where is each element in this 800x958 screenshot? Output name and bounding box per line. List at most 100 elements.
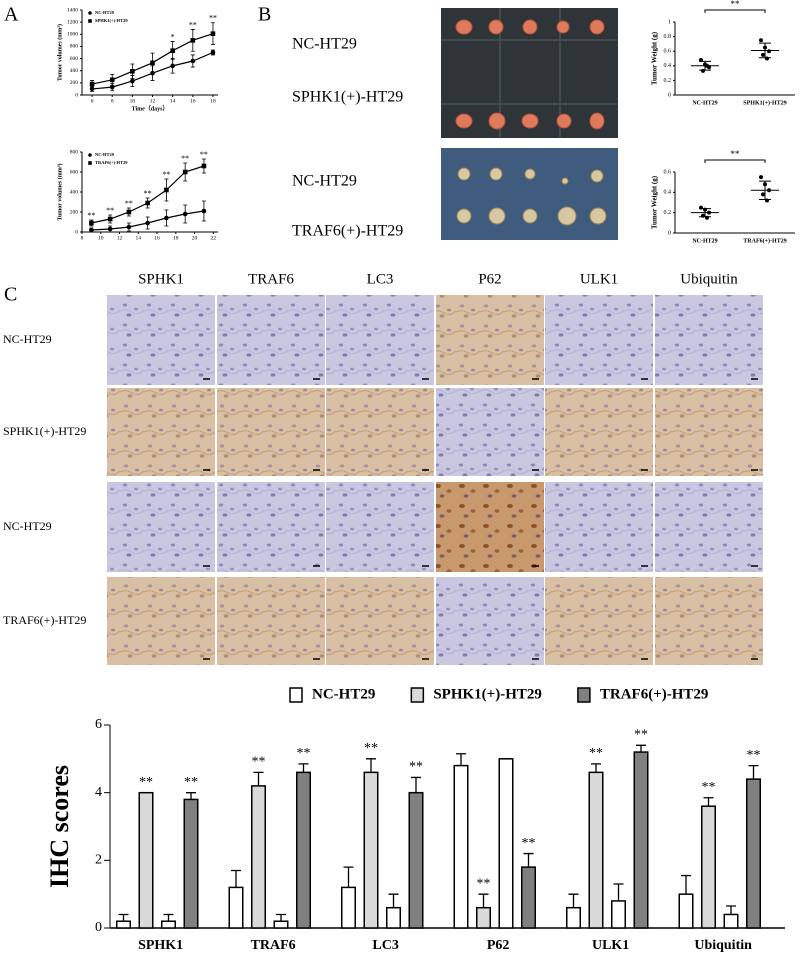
point <box>145 200 150 206</box>
point <box>88 161 92 165</box>
bar <box>566 906 581 929</box>
y-tick-label: 0 <box>75 92 78 98</box>
ihc-image <box>326 388 434 476</box>
x-tick-label: SPHK1(+)-HT29 <box>743 99 786 106</box>
x-tick-label: NC-HT29 <box>692 100 717 106</box>
point <box>150 60 155 66</box>
ihc-image <box>107 388 215 476</box>
y-tick-label: 800 <box>70 149 79 155</box>
ihc-image <box>107 577 215 665</box>
legend-label: SPHK1(+)-HT29 <box>95 18 128 23</box>
error-bar <box>568 893 579 908</box>
legend-label: TRAF6(+)-HT29 <box>600 686 709 702</box>
ihc-image <box>545 577 653 665</box>
ihc-row-label: NC-HT29 <box>3 332 52 346</box>
photo-label: SPHK1(+)-HT29 <box>292 89 403 106</box>
point <box>761 52 765 57</box>
point <box>701 68 705 73</box>
y-tick-label: 1000 <box>67 32 78 38</box>
significance: ** <box>477 876 491 891</box>
ihc-row-label: TRAF6(+)-HT29 <box>3 613 86 627</box>
significance: ** <box>702 780 716 795</box>
y-axis-label: Tumor Weight (g) <box>651 175 659 229</box>
error-bar <box>163 913 174 922</box>
annotation: ** <box>181 154 189 163</box>
bar <box>408 791 424 929</box>
ihc-column-label: Ubiquitin <box>680 271 738 287</box>
y-tick-label: 0 <box>75 229 78 235</box>
y-tick-label: 400 <box>70 68 79 74</box>
annotation: ** <box>106 206 114 215</box>
significance: ** <box>409 760 423 775</box>
ihc-image <box>655 388 763 476</box>
error-bar <box>478 893 489 908</box>
x-tick-label: 12 <box>117 235 123 241</box>
bar <box>678 893 694 929</box>
ihc-image <box>326 295 434 385</box>
y-tick-label: 800 <box>70 44 79 50</box>
x-tick-label: 20 <box>192 235 198 241</box>
ihc-image <box>655 577 763 665</box>
ihc-image <box>545 388 653 476</box>
ihc-column-label: LC3 <box>367 271 394 287</box>
point <box>170 48 175 53</box>
point <box>759 38 763 43</box>
ihc-column-label: SPHK1 <box>138 271 184 287</box>
point <box>182 211 188 217</box>
significance: ** <box>297 746 311 761</box>
bar <box>138 791 154 929</box>
bar <box>228 886 244 929</box>
bar <box>701 805 716 929</box>
point <box>89 227 94 233</box>
y-tick-label: 2 <box>95 853 102 868</box>
x-tick-label: LC3 <box>372 938 398 953</box>
error-bar <box>388 893 399 908</box>
ihc-image <box>217 577 325 665</box>
annotation: ** <box>125 199 133 208</box>
bar <box>251 785 266 929</box>
y-tick-label: 0.6 <box>664 49 672 55</box>
error-bar <box>411 776 421 793</box>
bar <box>521 866 536 929</box>
error-bar <box>276 913 286 922</box>
y-tick-label: 1400 <box>67 7 78 13</box>
y-axis-label: Tumor Weight (g) <box>651 31 659 85</box>
ihc-row-label: NC-HT29 <box>3 519 52 533</box>
panel-label: C <box>4 284 17 306</box>
point <box>765 56 769 61</box>
x-tick-label: NC-HT29 <box>692 238 717 244</box>
x-axis-label: Time（days） <box>132 104 169 112</box>
error-bar <box>703 797 714 807</box>
bar <box>588 771 604 929</box>
sd-bar <box>759 180 771 200</box>
y-axis-label: IHC scores <box>45 765 74 888</box>
legend-swatch <box>410 687 425 703</box>
y-tick-label: 0 <box>668 92 671 98</box>
ihc-grid: SPHK1 TRAF6 LC3 P62 ULK1 Ubiquitin NC-HT29 SPHK… <box>3 271 763 665</box>
bar <box>116 920 131 929</box>
legend-label: TRAF6(+)-HT29 <box>95 160 128 165</box>
point <box>170 63 175 69</box>
error-bar <box>636 744 646 753</box>
ihc-image <box>655 482 763 572</box>
bar <box>476 906 491 929</box>
x-tick-label: P62 <box>487 938 510 953</box>
significance: ** <box>252 755 266 770</box>
point <box>126 209 132 215</box>
ihc-image <box>217 482 325 572</box>
ihc-column-label: TRAF6 <box>248 271 294 287</box>
significance: ** <box>747 748 761 763</box>
legend-label: NC-HT29 <box>312 686 375 702</box>
x-tick-label: 10 <box>98 235 104 241</box>
ihc-image <box>217 388 325 476</box>
x-tick-label: 10 <box>130 98 136 104</box>
bar <box>296 771 311 929</box>
point <box>89 81 95 87</box>
error-bar <box>298 763 309 773</box>
point <box>88 153 92 157</box>
annotation: ** <box>162 170 170 179</box>
error-bar <box>366 758 376 773</box>
point <box>210 50 216 55</box>
error-bar <box>118 913 129 922</box>
